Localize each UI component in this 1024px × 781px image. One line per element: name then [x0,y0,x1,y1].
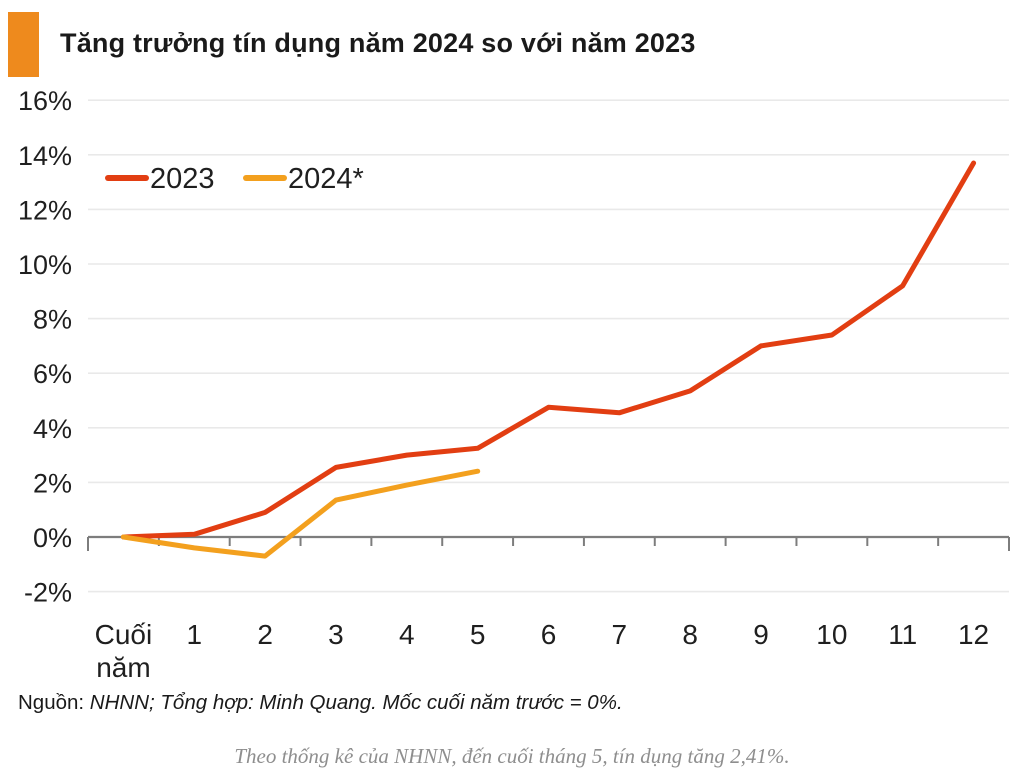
x-tick-label: 3 [328,619,344,650]
x-tick-label: Cuối [95,619,153,650]
x-tick-label: 12 [958,619,989,650]
source-label: Nguồn: [18,691,85,714]
x-tick-label: 1 [186,619,202,650]
figure-caption: Theo thống kê của NHNN, đến cuối tháng 5… [234,744,790,768]
x-tick-label: 5 [470,619,486,650]
x-tick-label: 6 [541,619,557,650]
source-note: Nguồn: NHNN; Tổng hợp: Minh Quang. Mốc c… [18,691,623,715]
x-tick-label: 2 [257,619,273,650]
series-line-2024 [120,468,481,559]
x-tick-label: 9 [753,619,769,650]
y-tick-label: -2% [24,578,72,608]
title-marker-square [8,12,39,77]
y-tick-label: 0% [33,523,72,553]
y-tick-label: 8% [33,305,72,335]
y-tick-label: 16% [18,86,72,116]
y-tick-label: 14% [18,141,72,171]
legend-label: 2023 [150,163,215,195]
y-tick-label: 12% [18,195,72,225]
x-tick-label: năm [96,652,150,683]
legend-label: 2024* [288,163,364,195]
x-tick-label: 7 [612,619,628,650]
y-tick-label: 10% [18,250,72,280]
x-tick-label: 4 [399,619,415,650]
y-tick-label: 4% [33,414,72,444]
chart-title: Tăng trưởng tín dụng năm 2024 so với năm… [60,28,696,58]
y-tick-label: 6% [33,359,72,389]
y-tick-label: 2% [33,468,72,498]
series-line-2023 [120,160,977,540]
x-tick-label: 11 [888,619,917,650]
x-tick-label: 10 [816,619,847,650]
x-tick-label: 8 [682,619,698,650]
source-text: NHNN; Tổng hợp: Minh Quang. Mốc cuối năm… [84,691,623,714]
